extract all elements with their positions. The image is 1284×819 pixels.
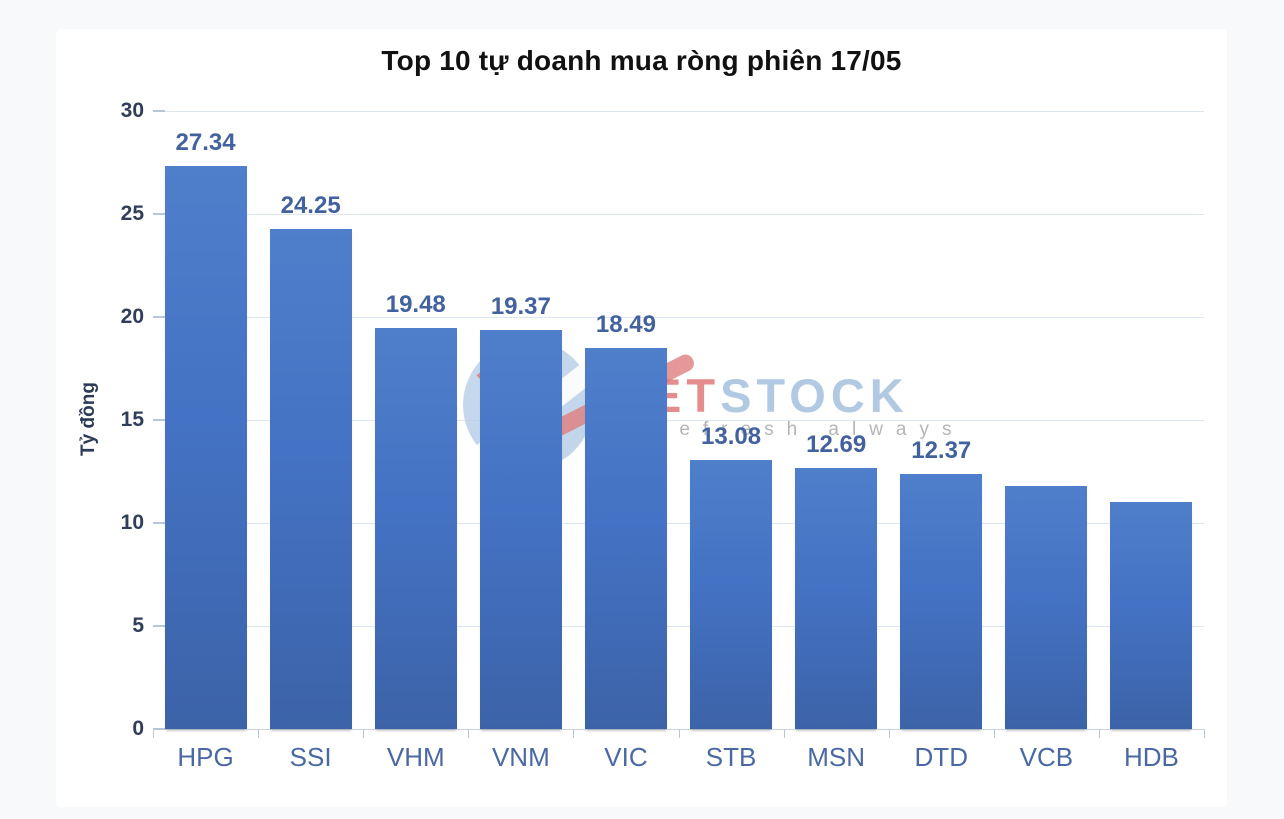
x-tick-label-SSI: SSI xyxy=(289,742,332,772)
x-axis-tick-mark-4 xyxy=(573,729,575,738)
x-tick-label-HPG: HPG xyxy=(177,742,234,772)
x-tick-label-MSN: MSN xyxy=(807,742,866,772)
bar-HDB xyxy=(1110,502,1193,729)
bar-SSI xyxy=(269,229,352,729)
gridline-30 xyxy=(153,111,1204,112)
bar-value-label-VIC: 18.49 xyxy=(595,311,656,339)
x-tick-label-VIC: VIC xyxy=(604,742,648,772)
y-tick-label-20: 20 xyxy=(120,305,144,328)
bar-VHM xyxy=(374,327,457,729)
watermark-brand-text: ETSTOCK xyxy=(650,372,909,419)
x-tick-label-HDB: HDB xyxy=(1123,742,1179,772)
x-axis-tick-mark-0 xyxy=(153,729,154,738)
y-tick-mark-0 xyxy=(153,728,165,730)
y-tick-mark-5 xyxy=(153,625,165,627)
bar-value-label-MSN: 12.69 xyxy=(806,430,867,458)
x-axis-tick-mark-3 xyxy=(468,729,470,738)
chart-title: Top 10 tự doanh mua ròng phiên 17/05 xyxy=(381,45,902,76)
watermark-brand-blue: STOCK xyxy=(720,369,909,422)
y-tick-label-0: 0 xyxy=(132,717,144,740)
bar-VIC xyxy=(584,348,667,729)
bar-value-label-VHM: 19.48 xyxy=(385,290,446,318)
bar-value-label-VNM: 19.37 xyxy=(490,292,551,320)
y-tick-label-5: 5 xyxy=(132,614,144,637)
bar-STB xyxy=(690,459,773,729)
bar-DTD xyxy=(900,474,983,729)
y-tick-label-15: 15 xyxy=(120,408,144,431)
chart-card: Top 10 tự doanh mua ròng phiên 17/05 Tỷ … xyxy=(56,29,1227,807)
x-axis-tick-mark-7 xyxy=(888,729,890,738)
y-tick-mark-10 xyxy=(153,522,165,524)
y-tick-label-30: 30 xyxy=(120,99,144,122)
x-tick-label-VCB: VCB xyxy=(1019,742,1074,772)
bar-value-label-DTD: 12.37 xyxy=(911,437,972,465)
x-axis-tick-mark-2 xyxy=(363,729,365,738)
bar-value-label-HPG: 27.34 xyxy=(175,128,236,156)
y-tick-mark-25 xyxy=(153,213,165,215)
gridline-25 xyxy=(153,214,1204,215)
bar-value-label-STB: 13.08 xyxy=(701,422,762,450)
bar-VCB xyxy=(1005,485,1088,729)
y-tick-label-10: 10 xyxy=(120,511,144,534)
x-tick-label-DTD: DTD xyxy=(914,742,968,772)
x-axis-tick-mark-8 xyxy=(993,729,995,738)
bar-value-label-SSI: 24.25 xyxy=(280,192,341,220)
gridline-5 xyxy=(153,626,1204,627)
y-tick-mark-15 xyxy=(153,419,165,421)
x-axis-tick-mark-1 xyxy=(258,729,260,738)
x-axis-tick-mark-10 xyxy=(1204,729,1205,738)
y-tick-label-25: 25 xyxy=(120,202,144,225)
gridline-20 xyxy=(153,317,1204,318)
y-tick-mark-30 xyxy=(153,110,165,112)
x-axis-tick-mark-6 xyxy=(783,729,785,738)
y-tick-mark-20 xyxy=(153,316,165,318)
bar-MSN xyxy=(795,467,878,729)
x-axis-tick-mark-9 xyxy=(1098,729,1100,738)
gridline-10 xyxy=(153,523,1204,524)
x-tick-label-VHM: VHM xyxy=(386,742,445,772)
bar-VNM xyxy=(479,329,562,729)
x-axis-tick-mark-5 xyxy=(678,729,680,738)
bar-HPG xyxy=(164,165,247,729)
x-tick-label-VNM: VNM xyxy=(491,742,550,772)
x-tick-label-STB: STB xyxy=(705,742,757,772)
